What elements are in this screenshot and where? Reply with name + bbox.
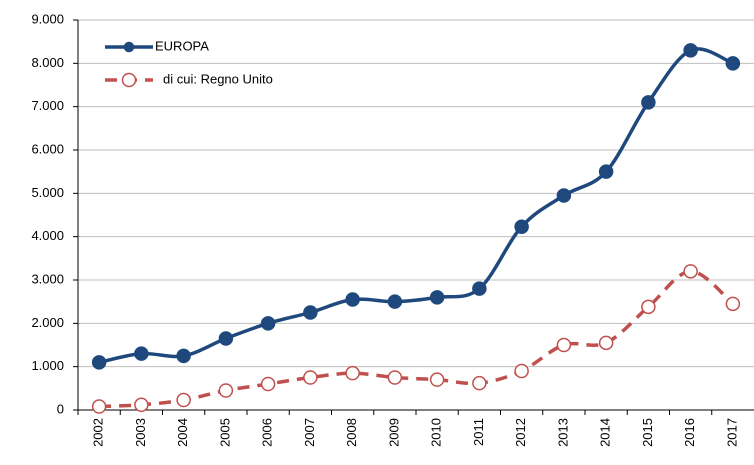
point xyxy=(303,370,318,385)
y-tick-label: 2.000 xyxy=(31,315,64,330)
point xyxy=(387,294,403,309)
legend-label: EUROPA xyxy=(155,38,209,53)
x-tick-label: 2007 xyxy=(302,418,317,447)
legend-label: di cui: Regno Unito xyxy=(163,71,273,86)
point xyxy=(134,346,149,361)
point xyxy=(472,281,487,296)
point xyxy=(218,383,234,398)
y-tick-label: 1.000 xyxy=(31,358,64,373)
point xyxy=(514,219,529,234)
point xyxy=(598,335,614,351)
x-tick-label: 2003 xyxy=(133,418,148,447)
x-tick-label: 2011 xyxy=(471,418,486,446)
x-tick-label: 2004 xyxy=(175,418,190,447)
point xyxy=(218,331,234,346)
point xyxy=(683,264,698,279)
point xyxy=(641,299,656,315)
x-tick-label: 2017 xyxy=(724,418,739,447)
x-tick-label: 2013 xyxy=(555,418,570,447)
x-tick-label: 2002 xyxy=(91,418,106,447)
y-tick-label: 6.000 xyxy=(31,141,64,156)
point xyxy=(725,296,741,312)
x-tick-label: 2014 xyxy=(598,418,613,447)
point xyxy=(345,292,360,307)
point xyxy=(387,370,403,385)
point xyxy=(683,43,698,58)
point xyxy=(176,392,191,408)
point xyxy=(472,375,487,391)
y-tick-label: 5.000 xyxy=(31,185,64,200)
series-line xyxy=(98,47,734,365)
point xyxy=(260,316,276,331)
legend-marker xyxy=(121,72,137,88)
point xyxy=(556,188,572,203)
y-tick-label: 8.000 xyxy=(31,55,64,70)
series-line xyxy=(99,269,735,409)
point xyxy=(91,399,107,414)
point xyxy=(303,305,318,320)
x-tick-label: 2008 xyxy=(344,418,359,447)
x-tick-label: 2005 xyxy=(217,418,232,447)
point xyxy=(725,56,741,71)
x-tick-label: 2006 xyxy=(260,418,275,447)
point xyxy=(641,95,656,110)
point xyxy=(598,164,614,179)
y-tick-label: 3.000 xyxy=(31,271,64,286)
legend-marker xyxy=(123,41,135,53)
y-tick-label: 9.000 xyxy=(31,11,64,26)
point xyxy=(429,290,445,305)
x-tick-label: 2012 xyxy=(513,418,528,447)
point xyxy=(556,337,572,353)
y-tick-label: 0 xyxy=(57,401,64,416)
point xyxy=(134,397,149,413)
x-tick-label: 2016 xyxy=(682,418,697,447)
x-tick-label: 2009 xyxy=(386,418,401,447)
point xyxy=(91,355,107,370)
y-tick-label: 4.000 xyxy=(31,228,64,243)
point xyxy=(345,365,360,381)
y-tick-label: 7.000 xyxy=(31,98,64,113)
x-tick-label: 2010 xyxy=(429,418,444,447)
point xyxy=(260,376,276,392)
point xyxy=(514,363,529,379)
point xyxy=(429,372,445,387)
x-tick-label: 2015 xyxy=(640,418,655,447)
point xyxy=(176,348,191,364)
